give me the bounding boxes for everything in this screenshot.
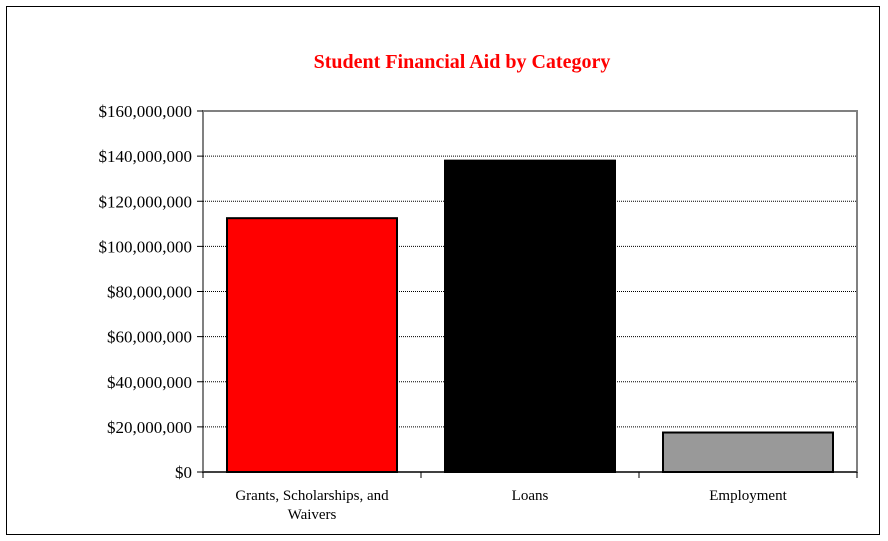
y-axis-ticks: $0 $20,000,000 $40,000,000 $60,000,000 $80,0… bbox=[99, 102, 203, 482]
y-tick-label: $140,000,000 bbox=[99, 147, 193, 166]
x-axis-labels: Grants, Scholarships, and Waivers Loans Emp… bbox=[202, 472, 858, 523]
y-tick-label: $0 bbox=[175, 463, 192, 482]
y-tick-label: $160,000,000 bbox=[99, 102, 193, 121]
bar-2 bbox=[444, 159, 616, 473]
y-tick-label: $100,000,000 bbox=[99, 237, 193, 256]
y-tick-label: $60,000,000 bbox=[107, 328, 192, 347]
x-category-label: Loans bbox=[512, 488, 549, 504]
y-tick-label: $20,000,000 bbox=[107, 418, 192, 437]
y-tick-label: $80,000,000 bbox=[107, 283, 192, 302]
y-tick-label: $40,000,000 bbox=[107, 373, 192, 392]
y-tick-label: $120,000,000 bbox=[99, 192, 193, 211]
x-category-label: Grants, Scholarships, and Waivers bbox=[235, 488, 389, 523]
chart-title: Student Financial Aid by Category bbox=[314, 51, 611, 73]
x-category-label: Employment bbox=[709, 488, 787, 504]
bar-1 bbox=[226, 217, 398, 473]
bars bbox=[226, 159, 834, 473]
bar-3 bbox=[662, 431, 834, 473]
